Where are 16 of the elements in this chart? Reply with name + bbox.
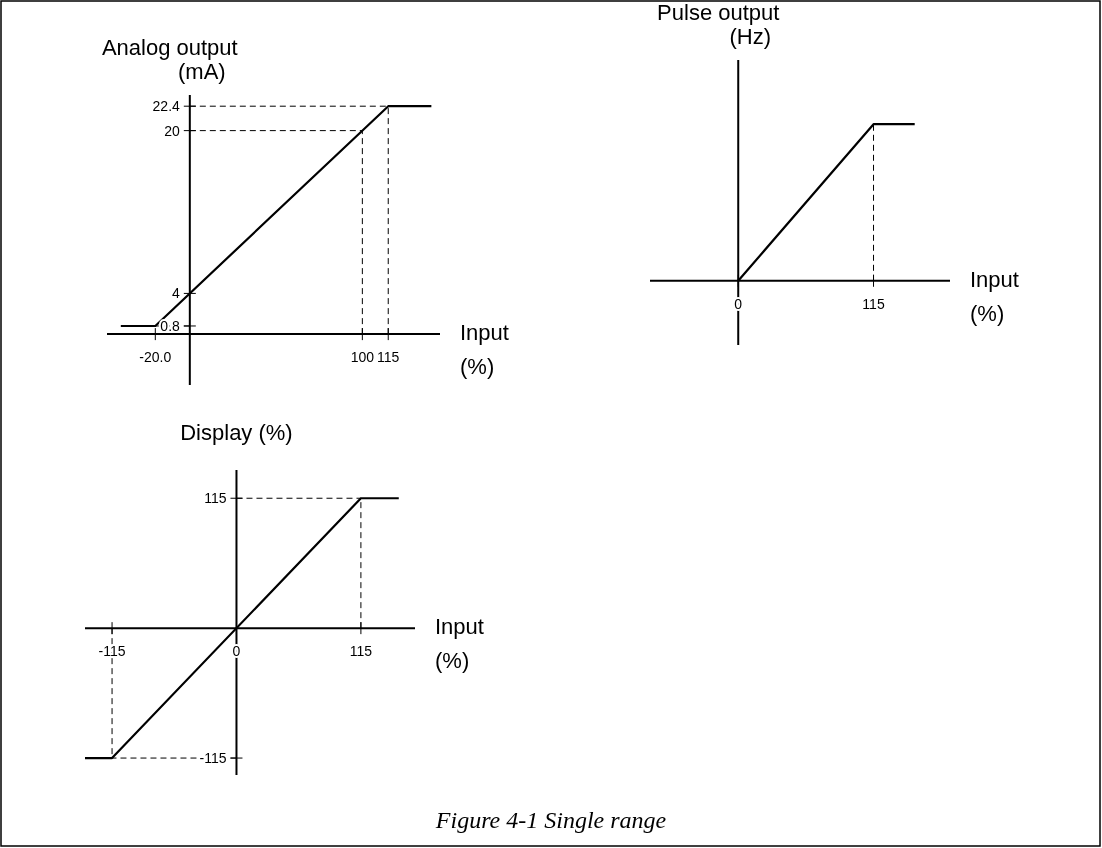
x-tick-label: 100 [350,349,375,366]
y-axis-title: Analog output (mA) [101,35,238,84]
caption: Figure 4-1 Single range [434,807,667,833]
y-tick-label: 20 [164,122,181,139]
y-axis-title: Display (%) [180,420,293,445]
x-tick-label: 115 [349,643,373,660]
y-tick-label: 22.4 [152,98,181,115]
y-tick-label: 0.8 [160,317,181,334]
y-tick-label: 4 [172,285,181,302]
x-axis-title: Input (%) [460,320,509,380]
x-tick-label: -20.0 [139,349,172,366]
x-axis-title: Input (%) [435,614,484,674]
x-tick-label: 115 [377,349,400,366]
x-tick-label: -115 [98,643,126,660]
y-axis-title: Pulse output (Hz) [657,0,780,49]
x-axis-title: Input (%) [970,266,1019,326]
